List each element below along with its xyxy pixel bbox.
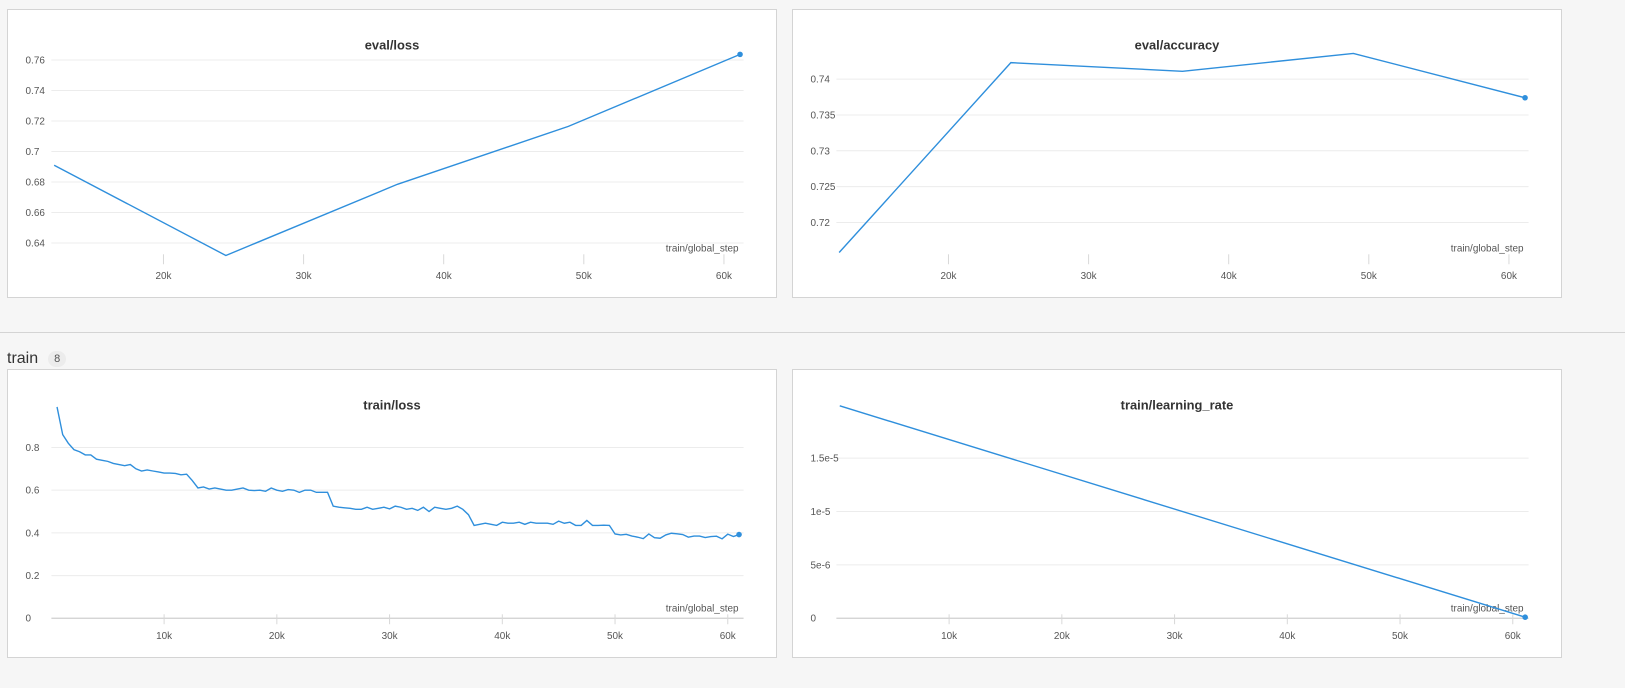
y-tick-label: 0.74: [811, 75, 831, 86]
series-end-point: [1522, 614, 1528, 620]
y-tick-label: 5e-6: [811, 560, 831, 571]
y-tick-label: 0.64: [26, 238, 46, 249]
y-tick-label: 0.76: [26, 55, 46, 66]
y-tick-label: 0.72: [811, 218, 831, 229]
chart-title: train/loss: [363, 398, 420, 413]
x-tick-label: 30k: [1081, 271, 1097, 282]
x-tick-label: 60k: [1505, 631, 1521, 642]
x-tick-label: 60k: [1501, 271, 1517, 282]
y-tick-label: 1e-5: [811, 507, 831, 518]
y-tick-label: 1.5e-5: [811, 454, 840, 465]
y-tick-label: 0.73: [811, 146, 831, 157]
y-tick-label: 0.725: [811, 182, 836, 193]
y-tick-label: 0: [811, 614, 817, 625]
x-axis-label: train/global_step: [1451, 243, 1524, 254]
x-tick-label: 20k: [155, 271, 171, 282]
series-line: [53, 53, 741, 257]
x-tick-label: 10k: [156, 631, 172, 642]
y-tick-label: 0.66: [26, 208, 46, 219]
x-axis-label: train/global_step: [1451, 603, 1524, 614]
chart-eval-loss: eval/loss 0.64 0.66 0.68 0.7 0.72 0.74 0.76 20k 3…: [26, 38, 744, 282]
x-axis-label: train/global_step: [666, 243, 739, 254]
y-tick-label: 0.4: [26, 528, 40, 539]
x-tick-label: 30k: [382, 631, 398, 642]
y-tick-label: 0.74: [26, 86, 46, 97]
x-tick-label: 50k: [607, 631, 623, 642]
chart-panel-eval-accuracy[interactable]: eval/accuracy 0.72 0.725 0.73 0.735 0.74 20k 30…: [792, 9, 1562, 298]
x-tick-label: 50k: [576, 271, 592, 282]
x-tick-label: 50k: [1392, 631, 1408, 642]
x-tick-label: 40k: [436, 271, 452, 282]
chart-train-loss: train/loss 0 0.2 0.4 0.6 0.8 10k 20k 30k 40k 50k 60…: [26, 398, 744, 642]
chart-panel-train-learning-rate[interactable]: train/learning_rate 0 5e-6 1e-5 1.5e-5 10k 20k…: [792, 369, 1562, 658]
y-tick-label: 0.68: [26, 177, 46, 188]
y-tick-label: 0.735: [811, 110, 836, 121]
series-line: [838, 52, 1526, 253]
x-tick-label: 60k: [720, 631, 736, 642]
chart-title: eval/accuracy: [1135, 38, 1221, 53]
x-tick-label: 20k: [1054, 631, 1070, 642]
chart-title: eval/loss: [365, 38, 420, 53]
x-tick-label: 30k: [1167, 631, 1183, 642]
x-tick-label: 20k: [940, 271, 956, 282]
chart-title: train/learning_rate: [1121, 398, 1234, 413]
chart-panel-train-loss[interactable]: train/loss 0 0.2 0.4 0.6 0.8 10k 20k 30k 40k 50k 60…: [7, 369, 777, 658]
x-tick-label: 60k: [716, 271, 732, 282]
section-divider: [0, 332, 1625, 333]
series-end-point: [736, 531, 742, 538]
chart-eval-accuracy: eval/accuracy 0.72 0.725 0.73 0.735 0.74 20k 30…: [811, 38, 1529, 282]
x-tick-label: 40k: [1221, 271, 1237, 282]
x-tick-label: 40k: [1279, 631, 1295, 642]
x-axis-label: train/global_step: [666, 603, 739, 614]
y-tick-label: 0.72: [26, 116, 46, 127]
section-title: train: [7, 350, 39, 367]
x-tick-label: 50k: [1361, 271, 1377, 282]
y-tick-label: 0.6: [26, 486, 40, 497]
x-tick-label: 40k: [494, 631, 510, 642]
section-header-train[interactable]: train 8: [7, 348, 67, 370]
y-tick-label: 0.2: [26, 571, 40, 582]
x-tick-label: 10k: [941, 631, 957, 642]
series-end-point: [1522, 94, 1528, 101]
y-tick-label: 0.8: [26, 443, 40, 454]
x-tick-label: 30k: [296, 271, 312, 282]
series-end-point: [737, 51, 743, 58]
chart-panel-eval-loss[interactable]: eval/loss 0.64 0.66 0.68 0.7 0.72 0.74 0.76 20k 3…: [7, 9, 777, 298]
series-line: [56, 406, 740, 540]
chart-train-learning-rate: train/learning_rate 0 5e-6 1e-5 1.5e-5 10k 20k…: [811, 398, 1529, 642]
x-tick-label: 20k: [269, 631, 285, 642]
series-line: [839, 405, 1526, 618]
y-tick-label: 0.7: [26, 147, 40, 158]
section-panel-count-badge: 8: [48, 351, 67, 367]
y-tick-label: 0: [26, 614, 32, 625]
